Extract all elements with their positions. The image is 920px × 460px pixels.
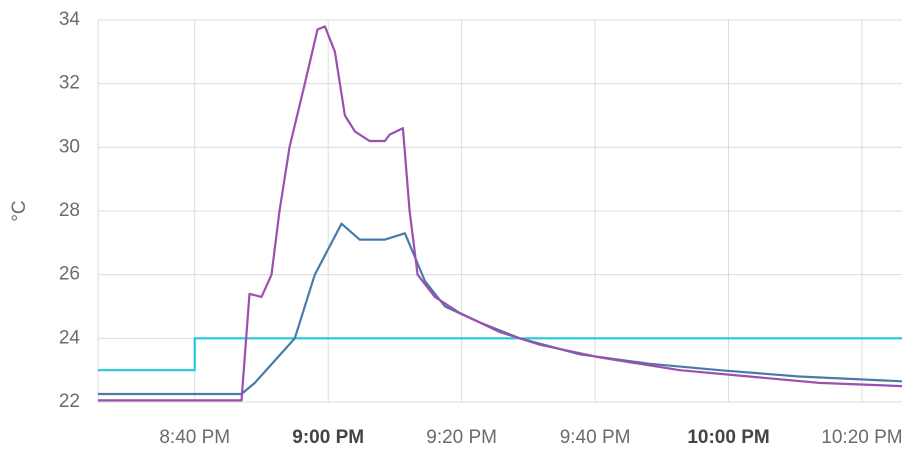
y-tick-label: 28 xyxy=(59,200,80,221)
y-tick-label: 26 xyxy=(59,264,80,285)
y-axis-label: °C xyxy=(9,200,30,221)
y-tick-label: 24 xyxy=(59,327,81,348)
x-tick-label: 8:40 PM xyxy=(159,427,230,448)
x-tick-label: 10:20 PM xyxy=(821,427,902,448)
x-tick-label: 9:00 PM xyxy=(292,427,364,448)
y-tick-label: 34 xyxy=(59,9,81,30)
y-tick-label: 32 xyxy=(59,73,80,94)
y-tick-label: 30 xyxy=(59,136,80,157)
x-tick-label: 10:00 PM xyxy=(687,427,769,448)
series-line xyxy=(98,222,903,396)
series-line xyxy=(98,337,902,372)
x-tick-label: 9:40 PM xyxy=(560,427,631,448)
x-tick-label: 9:20 PM xyxy=(426,427,497,448)
series-line xyxy=(98,25,903,402)
y-tick-label: 22 xyxy=(59,391,80,412)
